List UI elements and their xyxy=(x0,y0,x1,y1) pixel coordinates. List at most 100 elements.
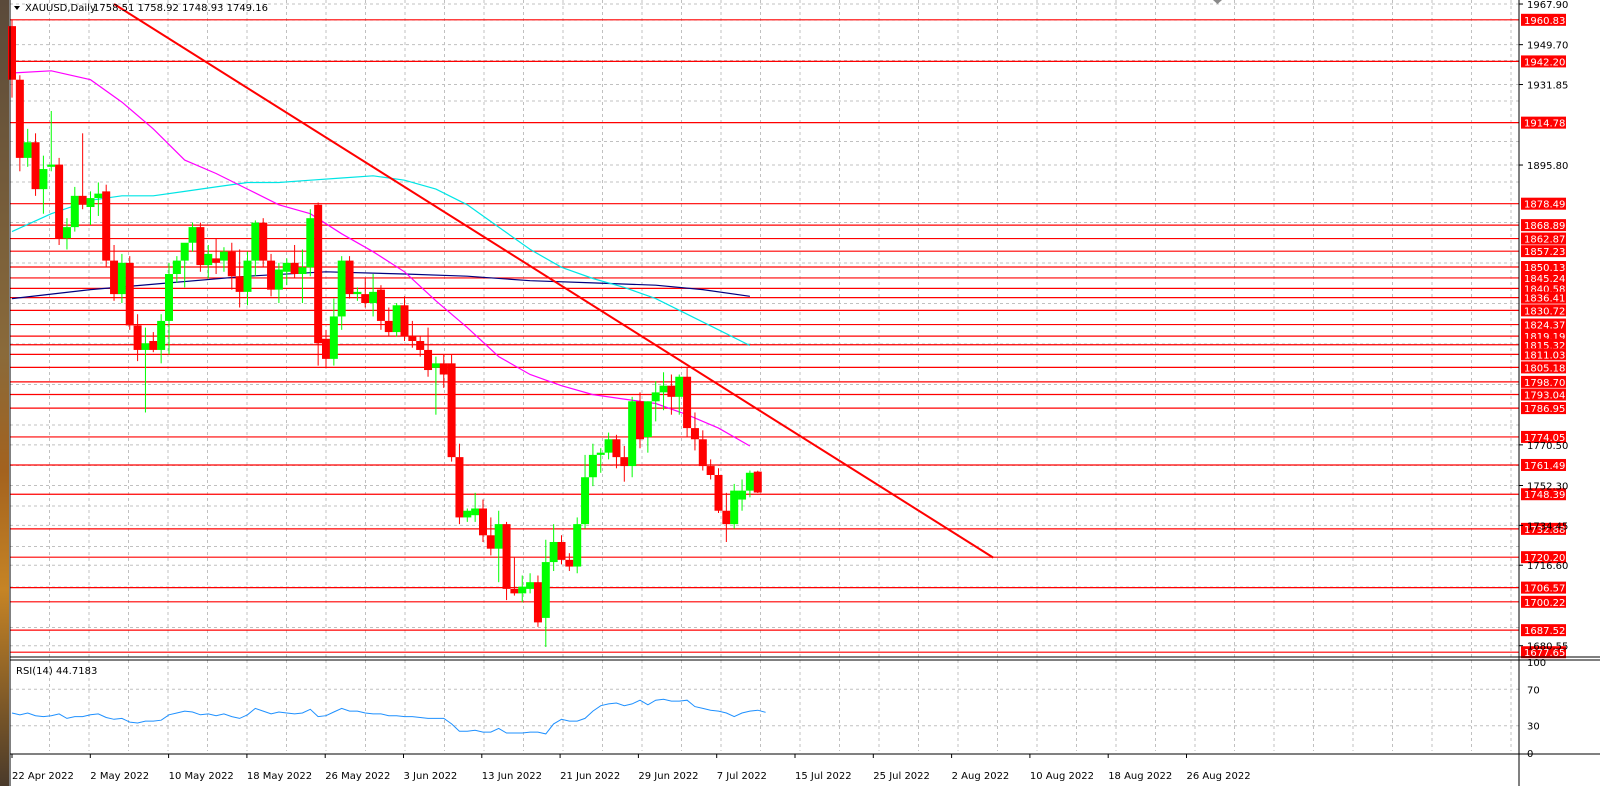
candle xyxy=(243,251,252,306)
candle xyxy=(494,510,503,583)
level-price-label: 1748.39 xyxy=(1524,490,1565,501)
candle-body xyxy=(204,253,213,266)
candle-body xyxy=(133,325,142,350)
candle-body xyxy=(722,510,731,525)
candle-body xyxy=(361,294,370,304)
candle-body xyxy=(439,363,448,375)
trendline-layer[interactable] xyxy=(113,3,994,559)
candle xyxy=(102,184,111,268)
candle-body xyxy=(675,376,684,397)
candle-body xyxy=(400,305,409,337)
candle xyxy=(165,262,173,355)
candle-body xyxy=(337,260,346,317)
candle-body xyxy=(117,262,126,295)
candle-body xyxy=(596,452,605,455)
candle-body xyxy=(573,524,582,567)
candle xyxy=(612,434,621,469)
candle xyxy=(557,535,566,565)
chart-header[interactable]: XAUUSD,Daily 1758.51 1758.92 1748.93 174… xyxy=(14,3,268,14)
date-label: 29 Jun 2022 xyxy=(638,771,698,782)
level-price-label: 1862.87 xyxy=(1524,235,1565,246)
candle xyxy=(384,307,393,337)
candle xyxy=(486,517,495,556)
dropdown-arrow-icon[interactable] xyxy=(14,6,20,10)
level-price-label: 1830.72 xyxy=(1524,306,1565,317)
candle xyxy=(345,256,354,299)
price-tick-label: 1716.60 xyxy=(1527,561,1568,572)
candle-body xyxy=(659,385,668,393)
candle xyxy=(369,274,378,317)
candle-body xyxy=(588,454,597,478)
candle xyxy=(141,327,150,413)
date-label: 2 May 2022 xyxy=(90,771,149,782)
candle xyxy=(219,247,228,272)
candle-body xyxy=(298,267,307,275)
level-price-tag xyxy=(1521,522,1566,535)
candle-body xyxy=(471,508,480,516)
candle-body xyxy=(62,227,71,239)
candle xyxy=(212,238,221,275)
candle xyxy=(196,222,205,272)
level-price-tag xyxy=(1521,261,1566,274)
candle-body xyxy=(581,477,590,525)
candle xyxy=(706,459,715,480)
rsi-tick-label: 70 xyxy=(1527,685,1540,696)
candle-body xyxy=(502,524,511,589)
candle-body xyxy=(172,260,181,275)
level-price-tag xyxy=(1521,219,1566,232)
axes xyxy=(9,0,1600,786)
candle xyxy=(698,430,707,471)
candle-body xyxy=(431,363,440,368)
candle-body xyxy=(180,242,189,261)
date-label: 25 Jul 2022 xyxy=(873,771,930,782)
candle xyxy=(753,470,762,494)
level-price-tag xyxy=(1521,458,1566,471)
level-price-label: 1845.24 xyxy=(1524,274,1565,285)
candle-body xyxy=(384,320,393,333)
candle xyxy=(651,381,660,422)
level-price-label: 1850.13 xyxy=(1524,263,1565,274)
moving-average-fast xyxy=(11,70,751,447)
candle xyxy=(620,445,629,482)
candle-body xyxy=(251,222,260,261)
candle xyxy=(376,285,385,330)
candle xyxy=(149,332,158,353)
candle xyxy=(659,372,668,411)
level-price-tag xyxy=(1521,375,1566,388)
candle xyxy=(714,468,723,513)
candle xyxy=(439,354,448,388)
candle-body xyxy=(620,457,629,467)
candle xyxy=(23,128,32,167)
candle xyxy=(447,354,456,462)
scroll-marker-icon[interactable] xyxy=(1213,0,1222,4)
candle-body xyxy=(706,466,715,475)
date-label: 22 Apr 2022 xyxy=(12,771,74,782)
level-price-label: 1798.70 xyxy=(1524,378,1565,389)
level-price-label: 1720.20 xyxy=(1524,553,1565,564)
candle-body xyxy=(541,562,550,618)
candle-body xyxy=(110,260,119,295)
candle-body xyxy=(455,457,464,518)
candle xyxy=(94,182,103,216)
level-price-label: 1805.18 xyxy=(1524,363,1565,374)
horizontal-levels[interactable]: 1960.83 1942.20 1914.78 1878.49 1868.89 1862.… xyxy=(10,13,1566,659)
date-label: 18 May 2022 xyxy=(247,771,312,782)
candle-body xyxy=(510,588,519,594)
candle-body xyxy=(282,262,291,272)
candle xyxy=(227,242,236,290)
candle xyxy=(267,253,276,297)
candle-body xyxy=(31,142,40,190)
level-price-tag xyxy=(1521,361,1566,374)
candle-body xyxy=(86,198,95,208)
candle-body xyxy=(667,385,676,397)
candle-body xyxy=(533,582,542,623)
level-price-label: 1793.04 xyxy=(1524,391,1565,402)
candle xyxy=(471,492,480,522)
level-price-label: 1857.23 xyxy=(1524,247,1565,258)
candle xyxy=(565,553,574,572)
descending-trendline[interactable] xyxy=(113,3,994,559)
candle xyxy=(455,443,464,525)
price-tick-label: 1734.45 xyxy=(1527,521,1568,532)
